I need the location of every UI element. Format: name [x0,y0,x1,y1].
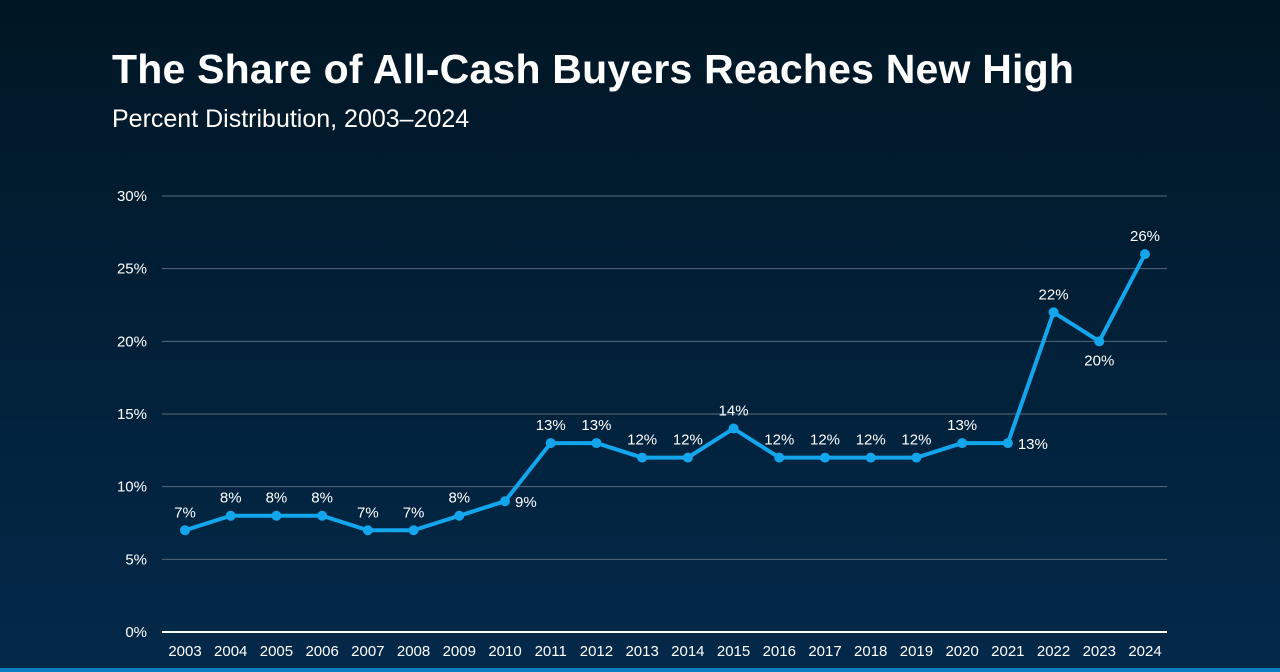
data-label: 8% [311,490,333,507]
data-point [820,452,830,463]
data-point [408,525,419,536]
data-point [225,510,236,521]
data-point [774,452,785,463]
data-point [865,452,876,463]
y-axis-ticks: 0% 5% 10% 15% 20% 25% 30% [117,188,147,641]
x-tick-label: 2015 [717,643,750,660]
data-point [180,525,190,536]
x-tick-label: 2004 [214,643,247,660]
x-tick-label: 2014 [671,643,704,660]
data-label: 8% [448,490,470,507]
data-label: 13% [536,417,566,434]
y-tick-label: 10% [117,479,147,496]
data-point [1094,336,1105,347]
data-label: 12% [627,432,657,449]
x-tick-label: 2007 [351,643,384,660]
data-point [500,496,510,507]
x-tick-label: 2017 [808,643,841,660]
chart-title: The Share of All-Cash Buyers Reaches New… [112,46,1075,92]
x-tick-label: 2024 [1128,643,1161,660]
data-point [728,423,739,434]
x-tick-label: 2003 [168,643,201,660]
data-point [591,438,602,449]
data-label: 12% [673,432,703,449]
data-label: 12% [901,432,931,449]
data-label: 7% [174,504,196,521]
gridlines [162,195,1167,560]
data-point [1002,438,1013,449]
y-tick-label: 20% [117,333,147,350]
data-label: 12% [856,432,886,449]
x-tick-label: 2023 [1083,643,1116,660]
x-tick-label: 2021 [991,643,1024,660]
data-label: 22% [1039,286,1069,303]
data-point [317,510,328,521]
x-tick-label: 2006 [305,643,338,660]
data-label: 20% [1084,352,1114,369]
x-tick-label: 2010 [488,643,521,660]
x-tick-label: 2019 [900,643,933,660]
chart-subtitle: Percent Distribution, 2003–2024 [112,105,470,133]
data-point [957,438,968,449]
series-line [184,253,1147,533]
data-point [682,452,693,463]
x-tick-label: 2011 [535,643,567,660]
data-label: 9% [515,494,537,511]
y-tick-label: 15% [117,406,147,423]
data-label: 7% [357,504,379,521]
data-label: 13% [581,417,611,434]
data-point [362,525,373,536]
x-tick-label: 2022 [1037,643,1070,660]
y-tick-label: 30% [117,188,147,205]
x-tick-label: 2008 [397,643,430,660]
data-label: 7% [403,504,425,521]
data-point [271,510,282,521]
bottom-accent-bar [0,668,1280,672]
data-point [911,452,922,463]
x-tick-label: 2012 [580,643,613,660]
data-label: 12% [764,432,794,449]
x-tick-label: 2018 [854,643,887,660]
x-tick-label: 2009 [443,643,476,660]
x-tick-label: 2005 [260,643,293,660]
data-label: 8% [266,490,288,507]
data-point [1140,249,1150,260]
x-tick-label: 2020 [945,643,978,660]
data-point [545,438,556,449]
data-label: 14% [719,403,749,420]
data-label: 8% [220,490,242,507]
data-label: 12% [810,432,840,449]
x-tick-label: 2016 [763,643,796,660]
data-point [454,510,465,521]
x-tick-label: 2013 [625,643,658,660]
data-point [1048,307,1059,318]
data-label: 13% [1018,436,1048,453]
x-axis-ticks: 2003 2004 2005 2006 2007 2008 2009 2010 2011 2012… [168,643,1161,660]
data-points [180,249,1150,536]
y-tick-label: 25% [117,261,147,278]
data-point [637,452,648,463]
y-tick-label: 0% [125,624,147,641]
data-label: 13% [947,417,977,434]
data-label: 26% [1130,228,1160,245]
y-tick-label: 5% [125,551,147,568]
data-labels: 7% 8% 8% 8% 7% 7% 8% 9% 13% 13% 12% 12% 14% 12% 12% 12%… [174,228,1160,521]
